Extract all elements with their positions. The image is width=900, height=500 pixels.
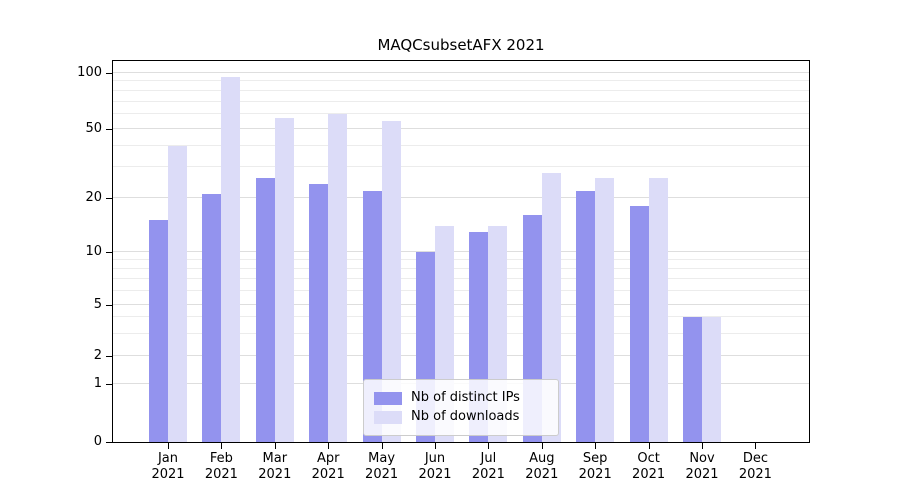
y-tick-mark: [106, 72, 112, 74]
y-tick-label: 20: [85, 190, 102, 206]
x-tick-mark: [595, 443, 597, 449]
x-tick-label: Feb 2021: [204, 451, 238, 482]
y-tick-label: 10: [85, 243, 102, 259]
x-tick-label: Jul 2021: [471, 451, 505, 482]
y-tick-mark: [106, 304, 112, 306]
bar-downloads: [702, 317, 721, 442]
y-tick-label: 100: [77, 64, 102, 80]
y-tick-mark: [106, 384, 112, 386]
x-tick-label: May 2021: [365, 451, 399, 482]
x-tick-label: Sep 2021: [578, 451, 612, 482]
bar-downloads: [328, 114, 348, 442]
gridline: [113, 303, 809, 305]
x-tick-mark: [168, 443, 169, 449]
bar-downloads: [541, 172, 561, 442]
y-tick-label: 5: [93, 296, 102, 312]
gridline: [113, 355, 809, 357]
x-tick-mark: [274, 443, 276, 449]
plot-area: Nb of distinct IPs Nb of downloads: [112, 60, 810, 443]
x-tick-mark: [755, 443, 757, 449]
legend-label-downloads: Nb of downloads: [411, 409, 520, 424]
bar-distinct-ips: [309, 184, 329, 442]
x-tick-label: Jan 2021: [151, 451, 185, 482]
gridline: [113, 80, 809, 82]
legend-item-distinct-ips: Nb of distinct IPs: [374, 390, 548, 406]
gridline: [113, 100, 809, 102]
gridline: [113, 89, 809, 91]
x-tick-mark: [702, 443, 703, 449]
x-tick-mark: [381, 443, 383, 449]
bar-distinct-ips: [149, 220, 168, 442]
gridline: [113, 250, 809, 252]
legend-item-downloads: Nb of downloads: [374, 409, 548, 425]
gridline: [113, 166, 809, 168]
legend-swatch-distinct-ips-icon: [374, 391, 402, 405]
bar-downloads: [381, 121, 401, 442]
y-tick-label: 0: [93, 434, 102, 449]
gridline: [113, 267, 809, 269]
gridline: [113, 289, 809, 291]
bar-downloads: [221, 76, 241, 442]
y-tick-mark: [106, 128, 112, 130]
gridline: [113, 278, 809, 280]
gridline: [113, 113, 809, 115]
gridline: [113, 316, 809, 318]
x-tick-label: Dec 2021: [738, 451, 772, 482]
bar-downloads: [274, 118, 294, 442]
bar-distinct-ips: [255, 178, 275, 442]
legend: Nb of distinct IPs Nb of downloads: [363, 379, 559, 436]
y-tick-mark: [106, 198, 112, 200]
bar-distinct-ips: [629, 206, 649, 442]
x-tick-mark: [648, 443, 650, 449]
legend-label-distinct-ips: Nb of distinct IPs: [411, 390, 520, 405]
bar-distinct-ips: [576, 190, 596, 442]
y-tick-mark: [106, 356, 112, 358]
x-tick-label: Jun 2021: [418, 451, 452, 482]
gridline: [113, 127, 809, 129]
legend-swatch-downloads-icon: [374, 410, 402, 424]
y-tick-label: 50: [85, 120, 102, 136]
y-tick-label: 2: [93, 348, 102, 364]
x-tick-label: Oct 2021: [632, 451, 666, 482]
gridline: [113, 258, 809, 260]
y-tick-label: 1: [93, 376, 102, 392]
x-tick-label: Mar 2021: [258, 451, 292, 482]
bar-distinct-ips: [683, 317, 702, 442]
gridline: [113, 144, 809, 146]
y-tick-mark: [106, 251, 112, 253]
bar-downloads: [168, 145, 187, 442]
gridline: [113, 332, 809, 334]
x-tick-label: Apr 2021: [311, 451, 345, 482]
gridline: [113, 71, 809, 73]
x-tick-mark: [435, 443, 436, 449]
x-tick-mark: [328, 443, 330, 449]
x-tick-mark: [488, 443, 490, 449]
x-tick-label: Nov 2021: [685, 451, 719, 482]
chart-title: MAQCsubsetAFX 2021: [377, 36, 545, 54]
gridline: [113, 197, 809, 199]
bar-distinct-ips: [202, 194, 222, 442]
bar-downloads: [648, 178, 668, 442]
x-tick-mark: [221, 443, 223, 449]
bar-downloads: [595, 178, 615, 442]
y-tick-mark: [106, 442, 112, 443]
x-tick-label: Aug 2021: [525, 451, 559, 482]
x-tick-mark: [541, 443, 543, 449]
